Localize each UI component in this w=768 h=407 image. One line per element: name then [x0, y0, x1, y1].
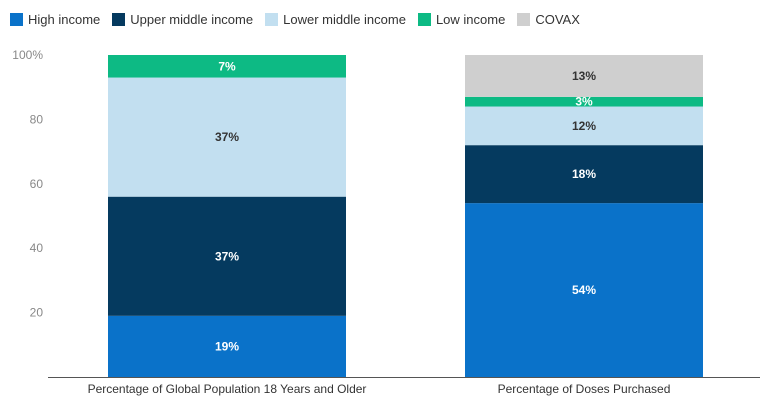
- data-label: 12%: [572, 119, 596, 133]
- legend-item: Lower middle income: [265, 12, 406, 27]
- data-label: 54%: [572, 283, 596, 297]
- bar-segment: [108, 315, 346, 377]
- data-label: 37%: [215, 130, 239, 144]
- legend-label: COVAX: [535, 12, 580, 27]
- bar-segment: [108, 196, 346, 316]
- y-tick-label: 20: [30, 306, 44, 320]
- legend-label: Upper middle income: [130, 12, 254, 27]
- legend-item: Upper middle income: [112, 12, 253, 27]
- legend-item: COVAX: [517, 12, 580, 27]
- data-label: 7%: [218, 59, 236, 73]
- x-category-label: Percentage of Doses Purchased: [498, 382, 671, 396]
- bar-segment: [465, 96, 703, 107]
- y-tick-label: 100%: [12, 48, 43, 62]
- legend-label: Lower middle income: [283, 12, 406, 27]
- legend-swatch: [517, 13, 531, 26]
- legend-label: Low income: [435, 12, 506, 27]
- y-tick-label: 40: [30, 241, 44, 255]
- legend-swatch: [265, 13, 279, 26]
- data-label: 18%: [572, 167, 596, 181]
- bar-segment: [108, 55, 346, 78]
- bar-segment: [465, 55, 703, 97]
- bar-segment: [465, 145, 703, 204]
- x-category-label: Percentage of Global Population 18 Years…: [88, 382, 367, 396]
- data-label: 37%: [215, 249, 239, 263]
- legend-item: High income: [10, 12, 100, 27]
- y-tick-label: 60: [30, 177, 44, 191]
- legend-swatch: [417, 13, 431, 26]
- data-label: 13%: [572, 69, 596, 83]
- bar-segment: [465, 203, 703, 377]
- legend-item: Low income: [417, 12, 506, 27]
- legend-swatch: [112, 13, 126, 26]
- legend: High income Upper middle income Lower midd…: [10, 12, 592, 27]
- bar-segment: [108, 77, 346, 197]
- y-tick-label: 80: [30, 112, 44, 126]
- data-label: 19%: [215, 339, 239, 353]
- legend-swatch: [10, 13, 23, 26]
- data-label: 3%: [575, 95, 593, 109]
- bar-segment: [465, 106, 703, 146]
- legend-label: High income: [28, 12, 101, 27]
